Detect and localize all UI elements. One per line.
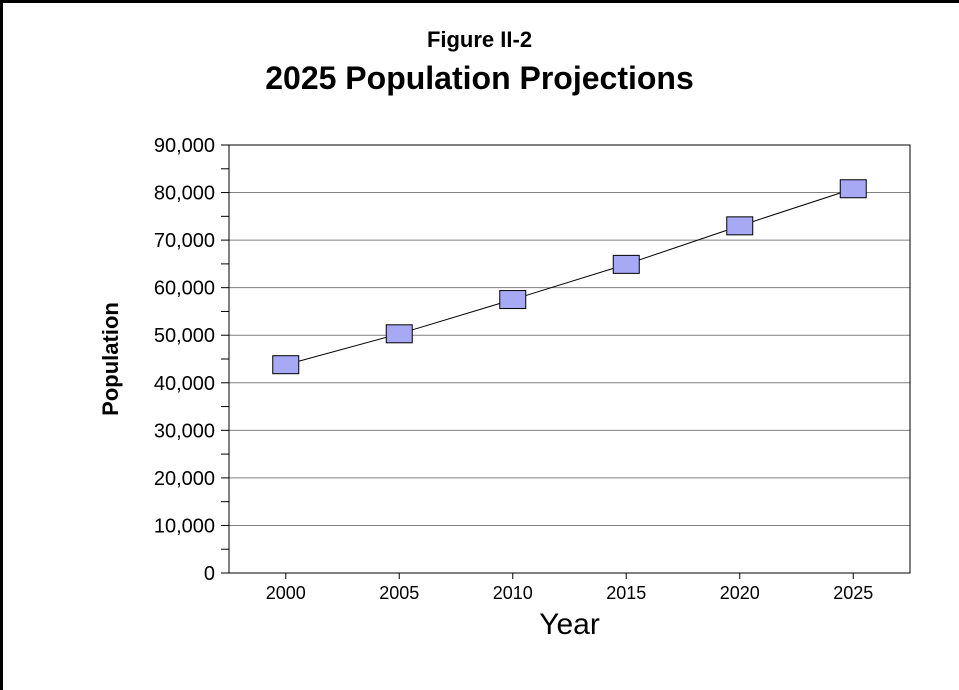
- y-axis-title: Population: [98, 302, 123, 416]
- y-tick-label: 50,000: [154, 325, 215, 347]
- x-tick-label: 2000: [266, 583, 306, 603]
- chart-title: 2025 Population Projections: [265, 60, 694, 96]
- y-tick-label: 80,000: [154, 183, 215, 205]
- x-axis-title: Year: [539, 608, 600, 641]
- y-tick-label: 0: [204, 563, 215, 585]
- series-line: [285, 188, 854, 366]
- y-tick-label: 40,000: [154, 373, 215, 395]
- y-tick-label: 20,000: [154, 468, 215, 490]
- x-tick-labels: 2000 2005 2010 2015 2020 2025: [266, 583, 874, 603]
- x-tick-label: 2010: [493, 583, 533, 603]
- data-point-marker: [272, 355, 300, 375]
- x-tick-label: 2025: [833, 583, 873, 603]
- data-point-marker: [612, 254, 640, 274]
- y-tick-label: 90,000: [154, 135, 215, 157]
- data-point-marker: [839, 179, 867, 199]
- series-markers: [272, 179, 867, 375]
- x-tick-label: 2005: [379, 583, 419, 603]
- x-tick-label: 2020: [720, 583, 760, 603]
- figure-label: Figure II-2: [426, 27, 533, 52]
- y-tick-labels: 0 10,000 20,000 30,000 40,000 50,000 60,000 70,…: [154, 135, 215, 585]
- y-tick-label: 70,000: [154, 230, 215, 252]
- plot-area: [228, 144, 911, 574]
- series-line-path: [285, 188, 854, 366]
- x-tick-label: 2015: [606, 583, 646, 603]
- grid-lines: [229, 192, 910, 526]
- y-tick-label: 30,000: [154, 420, 215, 442]
- y-tick-label: 60,000: [154, 278, 215, 300]
- data-point-marker: [385, 324, 413, 344]
- axis-ticks: [221, 144, 854, 579]
- data-point-marker: [499, 290, 527, 310]
- data-point-marker: [726, 216, 754, 236]
- y-tick-label: 10,000: [154, 515, 215, 537]
